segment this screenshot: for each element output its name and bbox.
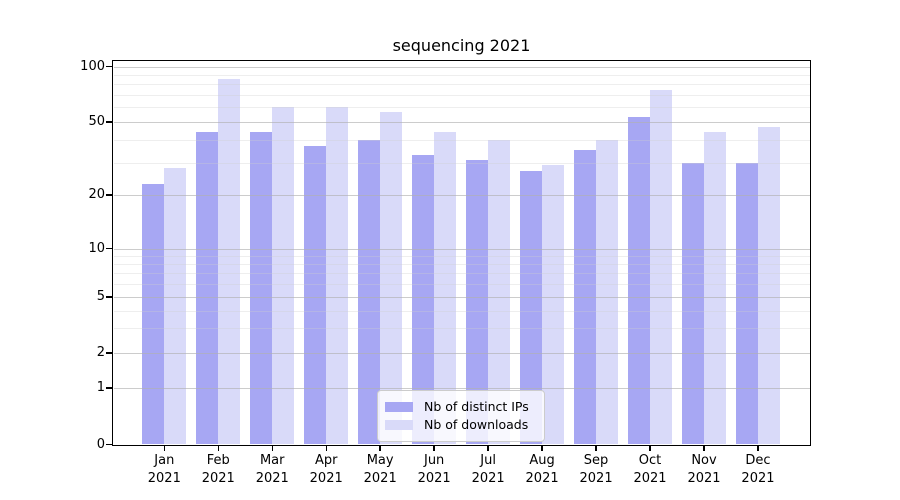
y-tick-label-0: 0 [96,436,105,452]
x-tick-label-may: May 2021 [363,453,397,486]
gridline-minor-90 [113,74,810,76]
x-tick-mark-mar [271,446,273,451]
bar-feb-downloads [218,78,241,445]
gridline-minor-70 [113,95,810,97]
x-tick-label-feb: Feb 2021 [201,453,235,486]
x-tick-label-jan: Jan 2021 [147,453,181,486]
y-tick-label-100: 100 [80,58,105,74]
x-tick-mark-jun [433,446,435,451]
legend-entry-downloads: Nb of downloads [385,416,536,434]
x-tick-mark-may [379,446,381,451]
y-tick-label-20: 20 [88,187,105,202]
bar-may-ips [358,139,381,445]
y-tick-label-50: 50 [88,114,105,129]
y-tick-mark-10 [106,247,112,250]
legend-entry-distinct-ips: Nb of distinct IPs [385,398,536,416]
bar-may-downloads [380,111,403,445]
x-tick-label-oct: Oct 2021 [633,453,667,486]
x-tick-label-dec: Dec 2021 [741,453,775,486]
legend-label-distinct-ips: Nb of distinct IPs [424,399,529,414]
bar-jan-ips [142,183,165,445]
bar-dec-downloads [757,126,780,445]
y-tick-mark-100 [106,65,112,68]
bar-aug-downloads [542,165,565,445]
bar-jun-downloads [434,132,457,445]
bar-jul-ips [466,160,489,445]
x-tick-mark-nov [703,446,705,451]
bar-oct-ips [628,117,651,445]
gridline-minor-4 [113,310,810,312]
bar-dec-ips [735,162,758,445]
chart-title: sequencing 2021 [392,36,531,55]
x-tick-mark-oct [649,446,651,451]
bar-sep-downloads [596,139,619,445]
gridline-minor-60 [113,107,810,109]
x-tick-label-nov: Nov 2021 [687,453,721,486]
gridline-minor-30 [113,162,810,164]
bar-aug-ips [520,171,543,445]
y-tick-mark-1 [106,387,112,389]
y-tick-mark-20 [106,194,112,196]
legend-swatch-downloads [385,420,413,430]
gridline-minor-6 [113,284,810,286]
gridline-major-50 [113,122,810,123]
bar-mar-ips [250,132,273,445]
x-tick-label-jun: Jun 2021 [417,453,451,486]
gridline-major-10 [113,248,810,250]
gridline-major-20 [113,195,810,196]
bar-nov-ips [682,162,704,445]
bar-jun-ips [412,155,435,445]
y-tick-mark-5 [106,296,112,298]
gridline-minor-3 [113,328,810,330]
x-tick-mark-dec [757,446,759,451]
bar-feb-ips [196,132,219,445]
y-tick-label-10: 10 [88,240,105,256]
y-tick-label-5: 5 [96,289,105,304]
y-tick-mark-2 [106,352,112,354]
y-tick-mark-50 [106,121,112,123]
x-tick-label-aug: Aug 2021 [525,453,559,486]
x-tick-mark-sep [595,446,597,451]
x-tick-mark-aug [541,446,543,451]
gridline-minor-9 [113,255,810,257]
x-tick-mark-jan [163,446,165,451]
bar-nov-downloads [704,132,726,445]
gridline-minor-40 [113,139,810,141]
gridline-major-2 [113,353,810,354]
gridline-major-1 [113,388,810,389]
bar-apr-ips [304,145,327,445]
bar-apr-downloads [326,107,349,445]
y-tick-label-1: 1 [96,380,105,395]
gridline-minor-80 [113,84,810,86]
bar-oct-downloads [650,89,673,445]
bar-jul-downloads [488,139,511,445]
x-tick-mark-jul [487,446,489,451]
y-tick-label-2: 2 [96,345,105,360]
legend-label-downloads: Nb of downloads [424,417,529,432]
x-tick-label-sep: Sep 2021 [579,453,613,486]
x-tick-mark-feb [217,446,219,451]
x-tick-label-mar: Mar 2021 [255,453,289,486]
gridline-major-100 [113,66,810,68]
gridline-minor-8 [113,264,810,266]
x-tick-label-jul: Jul 2021 [471,453,505,486]
bar-jan-downloads [164,168,187,445]
legend: Nb of distinct IPs Nb of downloads [377,390,545,442]
bar-mar-downloads [272,107,295,445]
gridline-minor-7 [113,273,810,275]
y-tick-mark-0 [106,443,112,446]
legend-swatch-distinct-ips [385,402,413,412]
x-tick-mark-apr [325,446,327,451]
gridline-major-5 [113,297,810,298]
x-tick-label-apr: Apr 2021 [309,453,343,486]
